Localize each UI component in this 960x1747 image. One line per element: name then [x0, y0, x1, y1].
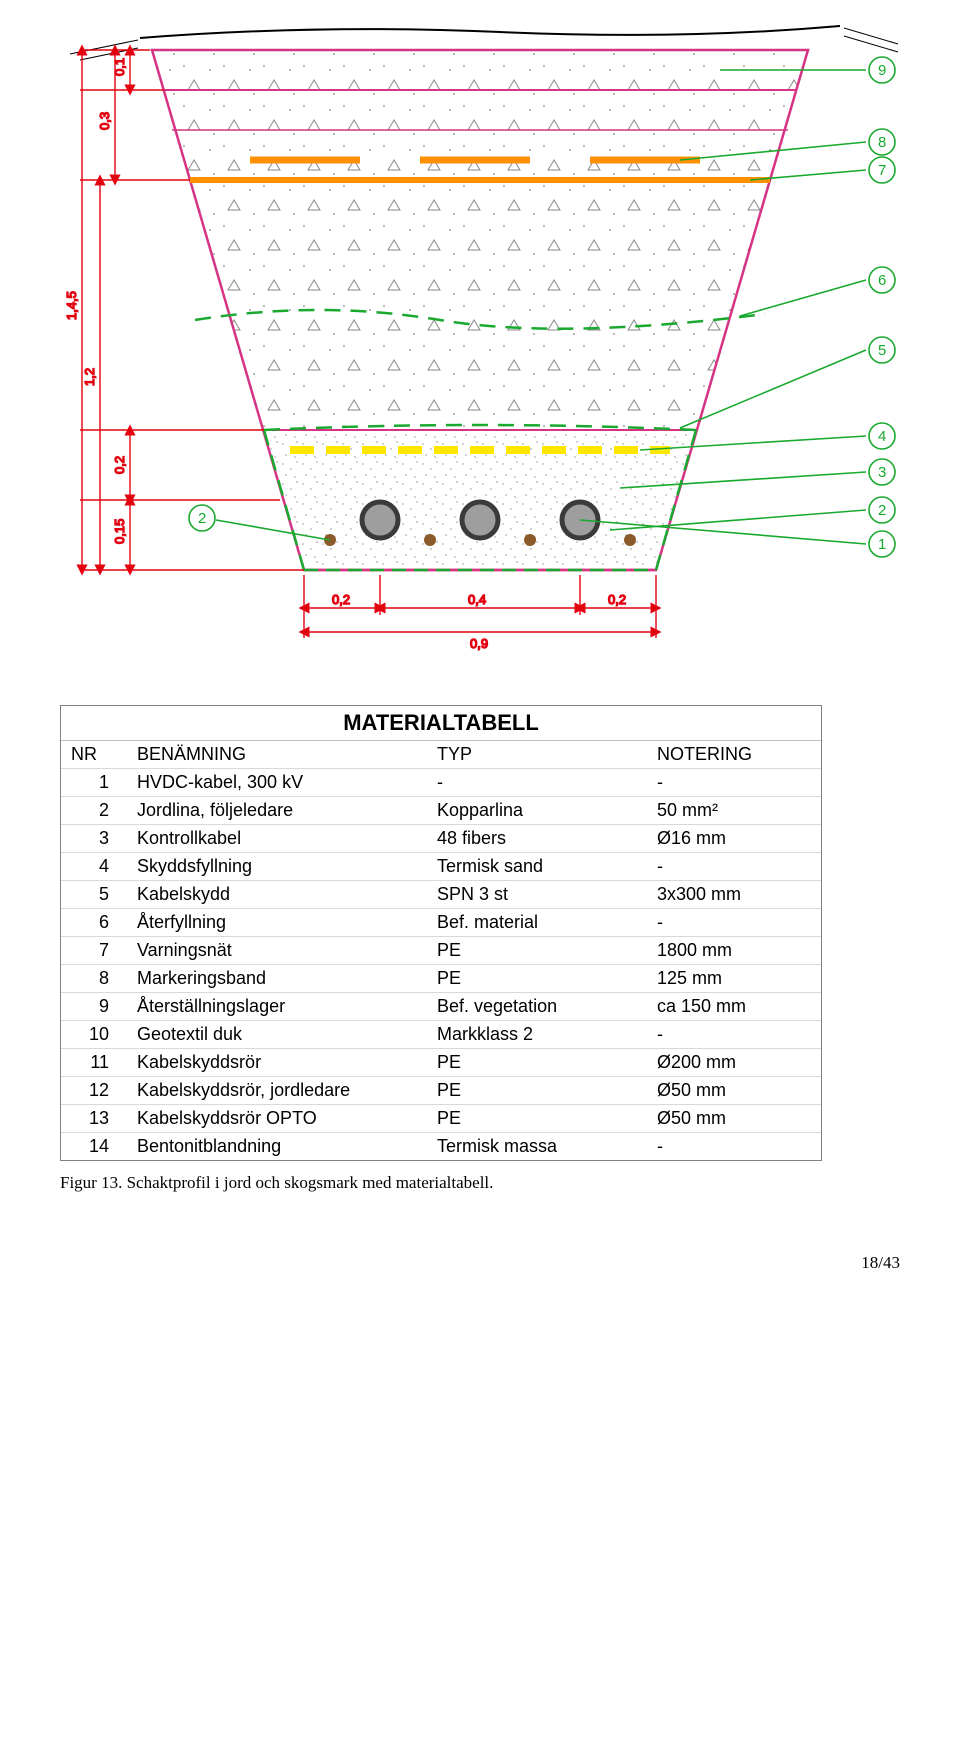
figure-caption: Figur 13. Schaktprofil i jord och skogsm…: [60, 1173, 940, 1193]
table-row: 9ÅterställningslagerBef. vegetationca 15…: [61, 993, 821, 1021]
callout-3: 3: [869, 459, 895, 485]
svg-text:0,15: 0,15: [112, 519, 127, 544]
svg-text:0,9: 0,9: [470, 636, 488, 651]
table-row: 10Geotextil dukMarkklass 2-: [61, 1021, 821, 1049]
svg-text:1,2: 1,2: [82, 368, 97, 386]
svg-text:0,4: 0,4: [468, 592, 486, 607]
svg-text:1: 1: [878, 536, 886, 553]
callout-6: 6: [869, 267, 895, 293]
table-row: 13Kabelskyddsrör OPTOPEØ50 mm: [61, 1105, 821, 1133]
table-row: 7VarningsnätPE1800 mm: [61, 937, 821, 965]
table-row: 3Kontrollkabel48 fibersØ16 mm: [61, 825, 821, 853]
material-table: MATERIALTABELL NR BENÄMNING TYP NOTERING…: [60, 705, 822, 1161]
callout-5: 5: [869, 337, 895, 363]
svg-text:1,4,5: 1,4,5: [64, 291, 79, 320]
trench-cross-section-diagram: 0,1 0,3 1,2 1,4,5 0,2 0,15 0,2 0,4 0,2 0…: [20, 20, 920, 680]
svg-text:6: 6: [878, 272, 886, 289]
table-row: 14BentonitblandningTermisk massa-: [61, 1133, 821, 1161]
col-note: NOTERING: [647, 741, 821, 769]
svg-text:7: 7: [878, 162, 886, 179]
callout-7: 7: [869, 157, 895, 183]
callout-4: 4: [869, 423, 895, 449]
table-header-row: NR BENÄMNING TYP NOTERING: [61, 741, 821, 769]
table-row: 8MarkeringsbandPE125 mm: [61, 965, 821, 993]
col-type: TYP: [427, 741, 647, 769]
svg-text:0,2: 0,2: [112, 456, 127, 474]
callout-1: 1: [869, 531, 895, 557]
svg-text:0,2: 0,2: [608, 592, 626, 607]
table-row: 12Kabelskyddsrör, jordledarePEØ50 mm: [61, 1077, 821, 1105]
table-row: 11KabelskyddsrörPEØ200 mm: [61, 1049, 821, 1077]
table-row: 2Jordlina, följeledareKopparlina50 mm²: [61, 797, 821, 825]
svg-text:8: 8: [878, 134, 886, 151]
table-row: 5KabelskyddSPN 3 st3x300 mm: [61, 881, 821, 909]
table-row: 6ÅterfyllningBef. material-: [61, 909, 821, 937]
svg-text:3: 3: [878, 464, 886, 481]
svg-text:5: 5: [878, 342, 886, 359]
callout-8: 8: [869, 129, 895, 155]
callout-9: 9: [869, 57, 895, 83]
table-title: MATERIALTABELL: [61, 706, 821, 740]
svg-text:9: 9: [878, 62, 886, 79]
table-row: 1HVDC-kabel, 300 kV--: [61, 769, 821, 797]
svg-text:4: 4: [878, 428, 886, 445]
page-number: 18/43: [20, 1253, 940, 1273]
svg-text:2: 2: [198, 510, 206, 527]
svg-text:0,3: 0,3: [97, 112, 112, 130]
table-row: 4SkyddsfyllningTermisk sand-: [61, 853, 821, 881]
col-name: BENÄMNING: [127, 741, 427, 769]
col-nr: NR: [61, 741, 127, 769]
svg-text:0,2: 0,2: [332, 592, 350, 607]
svg-text:0,1: 0,1: [112, 58, 127, 76]
svg-text:2: 2: [878, 502, 886, 519]
callout-2: 2: [869, 497, 895, 523]
